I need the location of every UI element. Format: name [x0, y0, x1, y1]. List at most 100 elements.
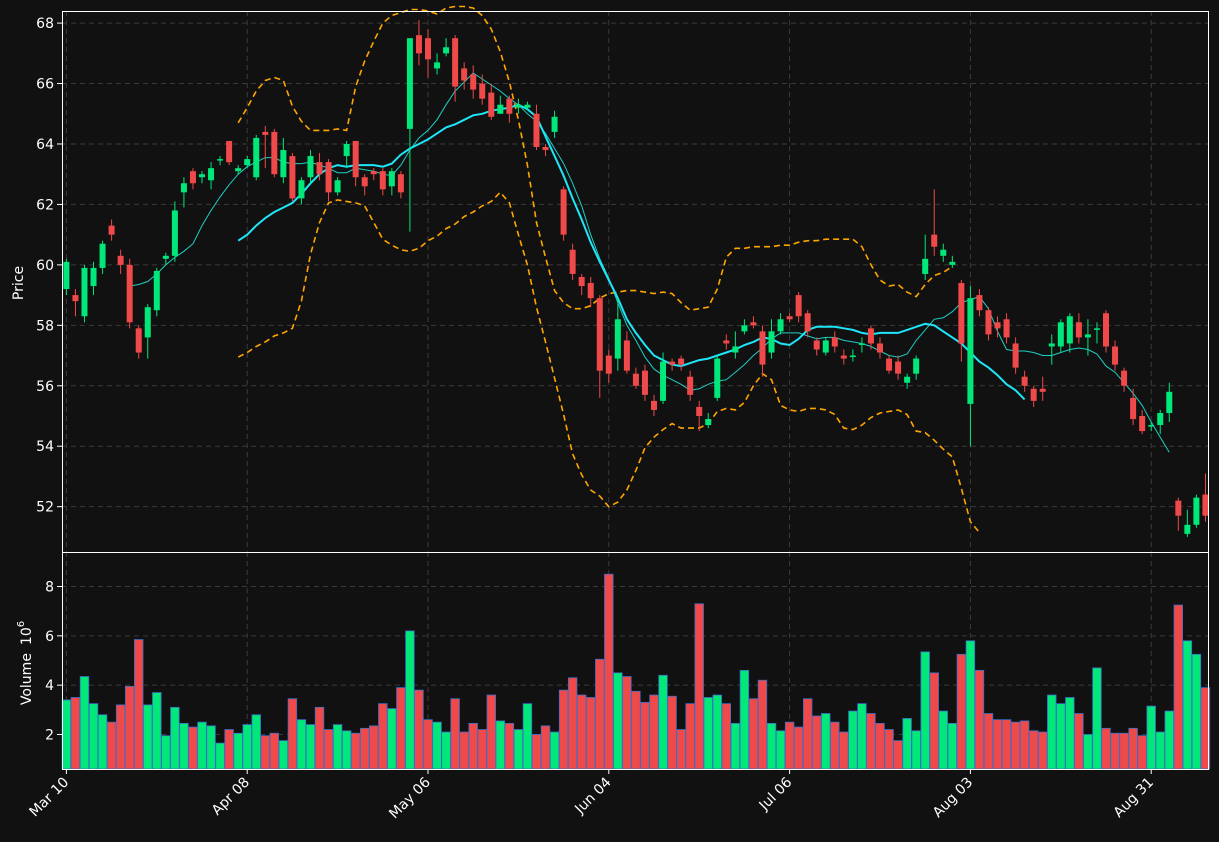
volume-panel-frame [62, 552, 1209, 770]
candle-body [415, 35, 422, 54]
volume-bar [631, 690, 641, 770]
candle-body [108, 225, 115, 235]
volume-bar [486, 694, 496, 770]
bollinger-lower-line [237, 191, 981, 533]
volume-bar [857, 703, 867, 770]
volume-bar [974, 669, 985, 770]
candle-body [822, 340, 829, 353]
volume-bar [115, 704, 126, 770]
price-tick-label: 68 [36, 16, 54, 32]
volume-bar [350, 732, 361, 770]
candle-body [1075, 322, 1082, 338]
price-axis-label: Price [11, 266, 27, 300]
volume-bar [1065, 697, 1075, 770]
candle-body [352, 140, 359, 178]
candle-body [976, 295, 983, 311]
candle-body [804, 313, 811, 332]
volume-bar [1092, 667, 1102, 770]
volume-tick-label: 8 [45, 580, 54, 596]
candle-body [388, 171, 395, 187]
candle-body [1084, 334, 1091, 338]
candle-body [199, 174, 205, 178]
candle-body [298, 180, 305, 199]
volume-bar [640, 702, 650, 770]
candle-body [253, 137, 260, 178]
candle-body [370, 171, 377, 175]
volume-bar [314, 706, 325, 770]
volume-bar [369, 725, 379, 770]
candle-body [81, 267, 88, 317]
volume-bar [839, 731, 849, 770]
volume-bar [341, 730, 352, 770]
candle-body [732, 346, 739, 353]
volume-bar [1110, 732, 1120, 770]
candle-body [406, 38, 413, 129]
price-tick-label: 54 [36, 439, 54, 455]
bollinger-upper-line [237, 5, 953, 312]
volume-bar [748, 698, 759, 770]
candle-body [750, 322, 757, 326]
candle-body [244, 159, 251, 166]
volume-bar [1101, 727, 1111, 770]
volume-bar [1191, 653, 1202, 770]
volume-bar [1128, 727, 1138, 770]
candle-body [1003, 319, 1010, 338]
volume-bar [161, 735, 171, 770]
candle-body [289, 156, 296, 199]
candle-body [226, 140, 233, 163]
volume-bar [1056, 703, 1066, 770]
volume-bar [450, 698, 460, 770]
volume-bars [61, 573, 1211, 770]
candle-body [135, 328, 142, 353]
candle-body [831, 337, 838, 347]
volume-bar [79, 676, 90, 770]
candle-body [858, 343, 865, 345]
price-axis-ticks: 52 54 56 58 60 62 64 66 68 [36, 16, 62, 516]
candle-body [434, 62, 441, 69]
moving-average-slow-line [237, 103, 1026, 401]
candle-body [587, 283, 594, 299]
volume-bar [730, 722, 741, 770]
candle-body [497, 104, 504, 114]
price-tick-label: 56 [36, 379, 54, 395]
volume-bar [152, 692, 162, 770]
candle-body [569, 249, 576, 274]
volume-bar [1001, 719, 1012, 770]
volume-tick-label: 6 [45, 629, 54, 645]
candle-body [397, 174, 404, 193]
candle-body [1021, 376, 1028, 386]
volume-bar [703, 697, 713, 770]
volume-bar [576, 694, 587, 770]
volume-bar [1010, 721, 1021, 770]
volume-bar [287, 698, 298, 770]
volume-bar [1173, 604, 1184, 770]
volume-bar [477, 729, 487, 770]
candle-body [551, 116, 558, 132]
volume-bar [604, 573, 614, 770]
volume-bar [721, 703, 732, 770]
candle-body [705, 419, 712, 426]
volume-bar [1146, 705, 1156, 770]
candle-body [958, 283, 965, 344]
candle-body [271, 131, 278, 175]
volume-bar [567, 677, 578, 770]
volume-bar [224, 729, 234, 770]
candle-body [1048, 343, 1055, 347]
candle-body [723, 340, 730, 344]
volume-bar [893, 740, 903, 770]
candle-body [967, 298, 974, 404]
candle-body [714, 358, 721, 398]
candle-body [443, 47, 450, 54]
volume-bar [1119, 732, 1129, 770]
volume-bar [405, 630, 415, 770]
volume-bar [775, 730, 786, 770]
candle-body [1066, 316, 1073, 344]
price-tick-label: 58 [36, 318, 54, 334]
volume-bar [676, 729, 686, 770]
candle-body [1202, 494, 1209, 516]
volume-bar [911, 730, 921, 770]
candle-body [72, 295, 79, 302]
volume-bar [188, 726, 198, 770]
candle-body [596, 298, 603, 371]
volume-bar [143, 704, 153, 770]
